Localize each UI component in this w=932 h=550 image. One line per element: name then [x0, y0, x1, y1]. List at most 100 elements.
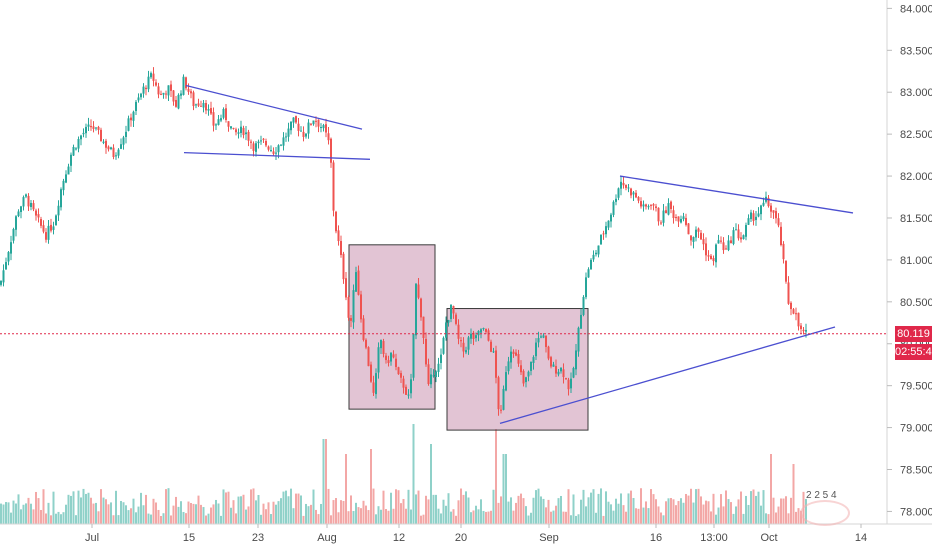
candle-body	[670, 201, 672, 210]
volume-bar	[545, 507, 547, 524]
volume-bar	[415, 494, 417, 524]
candle-body	[757, 213, 760, 217]
volume-bar	[500, 496, 502, 524]
candle-body	[730, 240, 732, 244]
x-tick-label: 12	[393, 532, 405, 544]
candle-body	[447, 319, 450, 323]
volume-bar	[27, 497, 30, 524]
volume-bar	[90, 497, 92, 524]
candle-body	[147, 76, 150, 90]
volume-bar	[357, 507, 360, 524]
volume-bar	[627, 493, 630, 524]
volume-bar	[60, 514, 62, 524]
volume-bar	[172, 505, 175, 524]
y-tick-label: 78.500	[900, 465, 932, 477]
candle-body	[532, 357, 535, 364]
volume-bar	[367, 510, 370, 524]
candle-body	[157, 86, 160, 95]
volume-bar	[712, 493, 715, 524]
candle-body	[50, 224, 52, 231]
volume-bar	[672, 499, 675, 524]
volume-bar	[650, 489, 652, 524]
candle-body	[585, 277, 587, 298]
candle-body	[712, 258, 715, 262]
volume-bar	[47, 502, 50, 524]
x-tick-label: Sep	[539, 532, 559, 544]
candle-body	[475, 335, 477, 339]
volume-bar	[607, 501, 610, 524]
candle-body	[450, 304, 452, 319]
candle-body	[685, 217, 687, 225]
volume-bar	[655, 499, 657, 524]
candle-body	[420, 298, 422, 318]
candle-body	[777, 218, 780, 226]
candle-body	[752, 213, 755, 221]
candle-body	[265, 141, 267, 146]
candle-body	[7, 252, 10, 262]
candle-body	[207, 109, 210, 111]
candle-body	[490, 341, 492, 352]
volume-bar	[187, 501, 190, 524]
candle-body	[360, 294, 362, 320]
candle-body	[357, 270, 360, 295]
candle-body	[457, 324, 460, 339]
candlesticks	[0, 67, 807, 416]
candle-body	[460, 340, 462, 342]
candle-body	[212, 112, 215, 126]
volume-bar	[360, 508, 362, 524]
candle-body	[675, 217, 677, 219]
candle-body	[135, 101, 137, 112]
candle-body	[392, 354, 395, 358]
candle-body	[462, 342, 465, 352]
volume-bar	[580, 499, 582, 524]
candle-body	[510, 351, 512, 363]
volume-bar	[465, 491, 467, 524]
candle-body	[542, 335, 545, 338]
volume-bar	[490, 510, 492, 524]
candle-body	[687, 223, 690, 235]
candle-body	[480, 329, 482, 333]
candle-body	[435, 371, 437, 377]
candle-body	[370, 364, 372, 382]
candle-body	[280, 144, 282, 146]
volume-bar	[190, 502, 192, 524]
volume-bar	[562, 511, 565, 524]
volume-bar	[150, 514, 152, 524]
candle-body	[497, 377, 500, 410]
candle-body	[555, 366, 557, 374]
volume-bar	[270, 514, 272, 524]
volume-bar	[720, 494, 722, 524]
y-tick-label: 79.500	[900, 381, 932, 393]
last-price-label: 80.119	[895, 325, 932, 342]
volume-bar	[167, 488, 170, 524]
volume-bar	[790, 497, 792, 524]
volume-bar	[540, 496, 542, 524]
volume-bar	[525, 506, 527, 524]
candle-body	[60, 189, 62, 208]
candle-body	[182, 76, 185, 95]
candle-body	[272, 151, 275, 154]
volume-bar	[497, 502, 500, 524]
volume-bar	[452, 509, 455, 524]
volume-bar	[665, 501, 667, 524]
candle-body	[742, 235, 745, 240]
candle-body	[82, 132, 85, 135]
volume-bar	[535, 490, 537, 524]
candle-body	[57, 205, 60, 216]
candle-body	[737, 229, 740, 239]
volume-bar	[250, 489, 252, 524]
volume-bar	[297, 493, 300, 524]
volume-bar	[645, 501, 647, 524]
volume-bar	[390, 492, 392, 524]
volume-bar	[727, 499, 730, 524]
x-tick-label: Jul	[85, 532, 99, 544]
volume-bar	[192, 503, 195, 524]
candle-body	[312, 120, 315, 125]
volume-bar	[755, 495, 757, 524]
volume-bar	[647, 508, 650, 524]
candle-body	[75, 148, 77, 150]
volume-bar	[657, 506, 660, 524]
volume-bar	[22, 504, 25, 524]
candle-body	[112, 147, 115, 157]
